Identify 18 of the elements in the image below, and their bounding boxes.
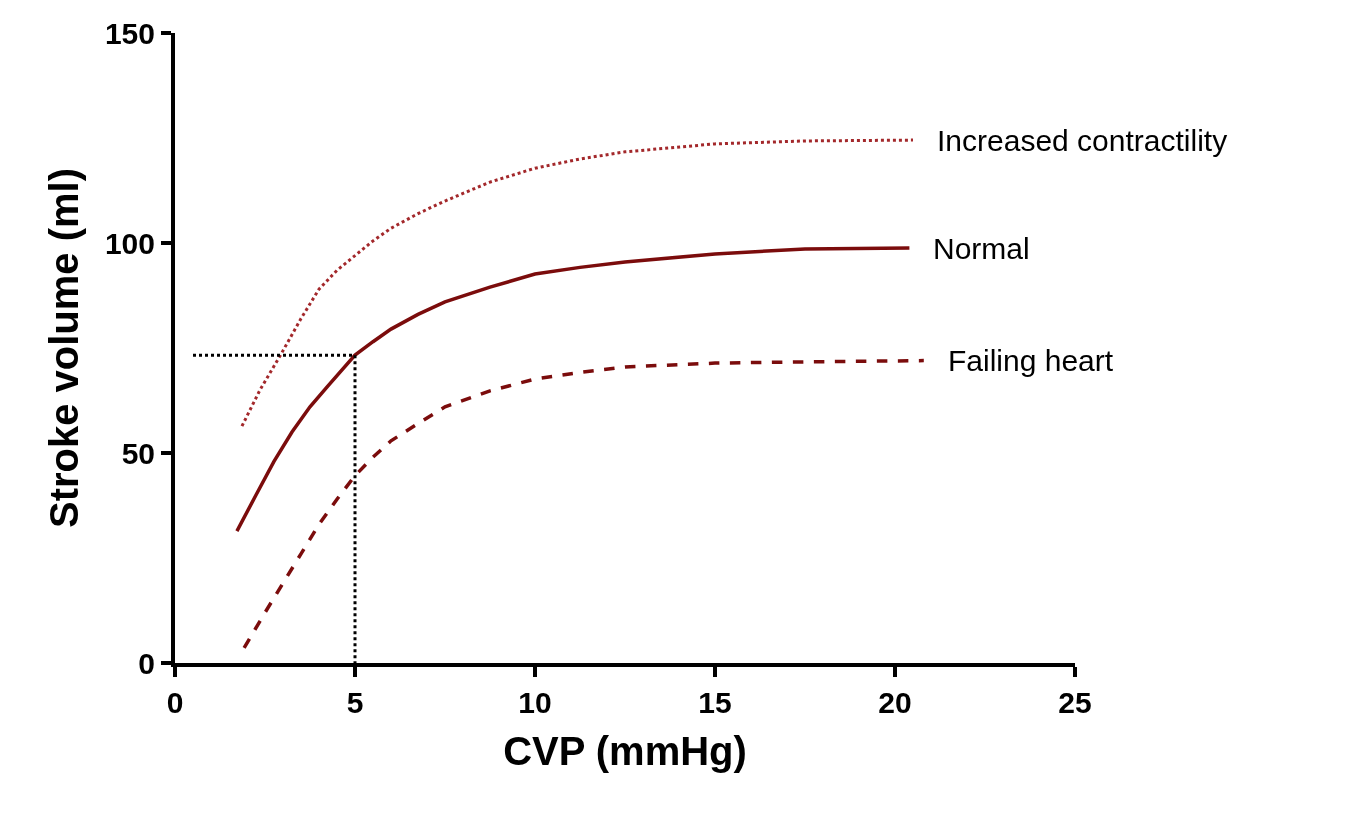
series-label: Failing heart bbox=[948, 344, 1114, 377]
x-tick-label: 0 bbox=[166, 686, 184, 719]
y-axis-title: Stroke volume (ml) bbox=[41, 167, 86, 529]
line-series bbox=[235, 246, 912, 533]
x-tick-label: 5 bbox=[346, 686, 364, 719]
line-series bbox=[242, 358, 926, 650]
y-tick-label: 0 bbox=[138, 646, 155, 680]
x-tick-label: 15 bbox=[698, 686, 732, 719]
y-tick-label: 50 bbox=[121, 436, 155, 470]
series-label: Increased contractility bbox=[937, 124, 1228, 157]
x-tick-label: 10 bbox=[518, 686, 552, 719]
x-tick-label: 20 bbox=[878, 686, 912, 719]
x-tick-label: 25 bbox=[1058, 686, 1092, 719]
line-series bbox=[240, 138, 915, 428]
x-axis-title: CVP (mmHg) bbox=[503, 729, 747, 773]
y-tick-label: 150 bbox=[104, 16, 155, 50]
series-label: Normal bbox=[933, 232, 1030, 265]
y-tick-label: 100 bbox=[104, 226, 155, 260]
